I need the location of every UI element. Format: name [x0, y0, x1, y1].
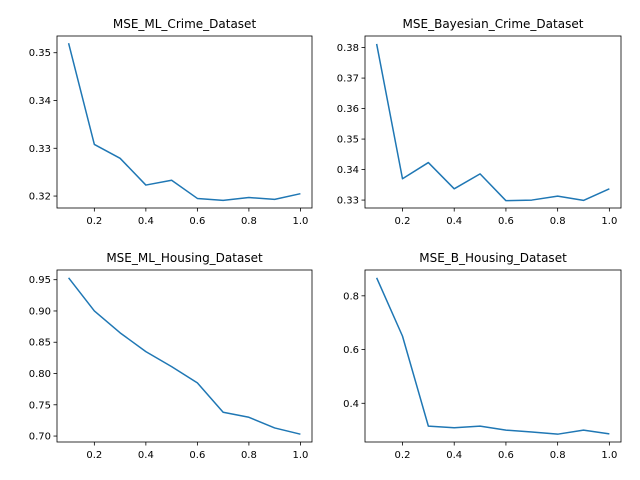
axes-frame: [56, 269, 313, 443]
y-tick-label: 0.4: [343, 399, 359, 410]
subplot-ml-crime: MSE_ML_Crime_Dataset 0.2 0.4 0.6 0.8 1.0 0.32…: [29, 17, 313, 227]
x-tick-label: 0.2: [86, 216, 102, 227]
subplot-title: MSE_Bayesian_Crime_Dataset: [403, 17, 584, 31]
series-line: [67, 277, 301, 435]
subplot-title: MSE_ML_Crime_Dataset: [113, 17, 257, 31]
y-tick-label: 0.33: [29, 144, 51, 155]
y-tick-label: 0.37: [337, 74, 359, 85]
x-tick-label: 0.4: [138, 216, 154, 227]
x-tick-label: 0.6: [189, 450, 205, 461]
y-tick-label: 0.38: [337, 43, 359, 54]
subplot-bayesian-crime: MSE_Bayesian_Crime_Dataset 0.2 0.4 0.6 0.8 1…: [337, 17, 622, 227]
y-tick-label: 0.8: [343, 291, 359, 302]
y-tick-label: 0.33: [337, 196, 359, 207]
x-tick-label: 0.8: [241, 450, 257, 461]
y-tick-label: 0.34: [29, 96, 51, 107]
x-tick-label: 0.2: [395, 450, 411, 461]
x-tick-label: 1.0: [601, 216, 617, 227]
x-tick-label: 0.6: [189, 216, 205, 227]
x-tick-label: 0.8: [550, 450, 566, 461]
y-tick-label: 0.75: [29, 400, 51, 411]
y-tick-label: 0.95: [29, 275, 51, 286]
y-tick-label: 0.34: [337, 165, 359, 176]
y-tick-label: 0.90: [29, 306, 51, 317]
subplot-b-housing: MSE_B_Housing_Dataset 0.2 0.4 0.6 0.8 1.0 0.4…: [343, 251, 622, 461]
x-tick-label: 0.8: [550, 216, 566, 227]
axes-frame: [364, 35, 622, 209]
y-tick-label: 0.36: [337, 104, 359, 115]
y-tick-label: 0.35: [337, 135, 359, 146]
x-tick-label: 0.4: [446, 216, 462, 227]
x-tick-label: 0.2: [395, 216, 411, 227]
subplot-ml-housing: MSE_ML_Housing_Dataset 0.2 0.4 0.6 0.8 1.0 0.…: [29, 251, 313, 461]
series-line: [375, 43, 610, 202]
axes-frame: [56, 35, 313, 209]
y-tick-label: 0.35: [29, 48, 51, 59]
x-tick-label: 1.0: [292, 450, 308, 461]
x-tick-label: 0.8: [241, 216, 257, 227]
x-tick-label: 1.0: [601, 450, 617, 461]
x-tick-label: 1.0: [292, 216, 308, 227]
y-tick-label: 0.32: [29, 192, 51, 203]
x-tick-label: 0.2: [86, 450, 102, 461]
series-line: [67, 42, 301, 202]
y-tick-label: 0.6: [343, 345, 359, 356]
y-tick-label: 0.85: [29, 338, 51, 349]
y-tick-label: 0.70: [29, 432, 51, 443]
axes-frame: [364, 269, 622, 443]
x-tick-label: 0.6: [498, 216, 514, 227]
x-tick-label: 0.4: [446, 450, 462, 461]
series-line: [375, 277, 610, 435]
subplot-title: MSE_B_Housing_Dataset: [419, 251, 567, 265]
y-tick-label: 0.80: [29, 369, 51, 380]
subplot-title: MSE_ML_Housing_Dataset: [106, 251, 263, 265]
x-tick-label: 0.4: [138, 450, 154, 461]
x-tick-label: 0.6: [498, 450, 514, 461]
